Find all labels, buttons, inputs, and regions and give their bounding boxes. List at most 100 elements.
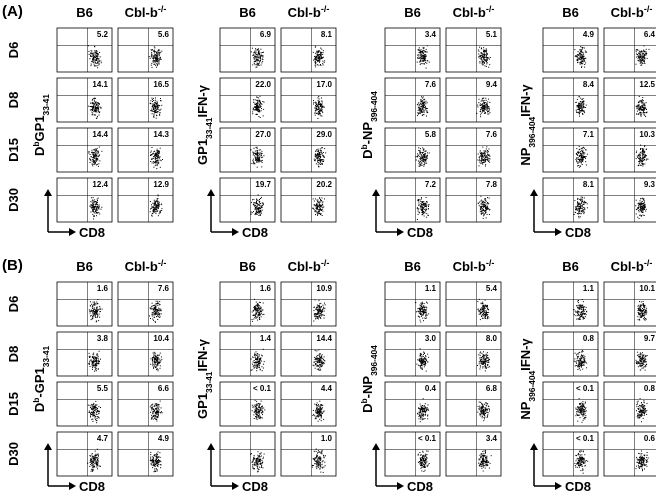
event-dot [314,107,315,108]
event-dot [256,211,257,212]
event-dot [262,57,263,58]
event-dot [94,98,95,99]
event-dot [255,61,256,62]
event-dot [322,207,323,208]
event-dot [101,207,102,208]
event-dot [320,114,321,115]
event-dot [582,63,583,64]
event-dot [91,414,92,415]
event-dot [643,59,644,60]
event-dot [96,111,97,112]
event-dot [582,113,583,114]
event-dot [87,463,88,464]
event-dot [425,55,426,56]
event-dot [259,318,260,319]
event-dot [418,155,419,156]
event-dot [153,368,154,369]
arrow-head [372,189,380,196]
event-dot [482,54,483,55]
event-dot [321,54,322,55]
event-dot [419,162,420,163]
event-dot [153,356,154,357]
event-dot [419,113,420,114]
y-axis-label: GP133-41IFN-γ [195,84,214,165]
event-dot [423,53,424,54]
event-dot [580,104,581,105]
event-dot [152,213,153,214]
event-dot [483,50,484,51]
event-dot [92,453,93,454]
event-dot [94,463,95,464]
event-dot [92,150,93,151]
event-dot [422,100,423,101]
event-dot [155,358,156,359]
event-dot [100,107,101,108]
event-dot [257,317,258,318]
event-dot [319,61,320,62]
event-dot [421,204,422,205]
event-dot [94,163,95,164]
event-dot [96,357,97,358]
event-dot [101,151,102,152]
event-dot [481,155,482,156]
event-dot [90,154,91,155]
event-dot [260,96,261,97]
event-dot [478,49,479,50]
event-dot [155,98,156,99]
event-dot [317,105,318,106]
event-dot [316,51,317,52]
event-dot [257,147,258,148]
event-dot [255,316,256,317]
event-dot [423,213,424,214]
event-dot [640,202,641,203]
event-dot [153,60,154,61]
event-dot [258,310,259,311]
event-dot [251,214,252,215]
event-dot [91,51,92,52]
event-dot [480,109,481,110]
event-dot [322,314,323,315]
event-dot [159,114,160,115]
event-dot [418,50,419,51]
event-dot [93,208,94,209]
event-dot [261,205,262,206]
event-dot [90,301,91,302]
event-dot [261,313,262,314]
event-dot [636,200,637,201]
event-dot [90,160,91,161]
event-dot [419,50,420,51]
event-dot [636,106,637,107]
event-dot [483,59,484,60]
event-dot [487,101,488,102]
event-dot [100,309,101,310]
event-dot [256,110,257,111]
event-dot [315,62,316,63]
event-dot [324,107,325,108]
event-dot [486,217,487,218]
event-dot [315,299,316,300]
event-dot [155,153,156,154]
event-dot [418,114,419,115]
event-dot [644,58,645,59]
event-dot [315,208,316,209]
event-dot [96,313,97,314]
event-dot [320,214,321,215]
event-dot [485,151,486,152]
event-dot [319,99,320,100]
event-dot [425,156,426,157]
event-dot [91,461,92,462]
event-dot [158,162,159,163]
event-dot [578,165,579,166]
event-dot [157,303,158,304]
event-dot [93,357,94,358]
event-dot [157,365,158,366]
event-dot [322,52,323,53]
event-dot [155,367,156,368]
event-dot [256,67,257,68]
event-dot [422,212,423,213]
event-dot [97,202,98,203]
event-dot [154,156,155,157]
event-dot [323,57,324,58]
event-dot [482,157,483,158]
event-dot [423,106,424,107]
